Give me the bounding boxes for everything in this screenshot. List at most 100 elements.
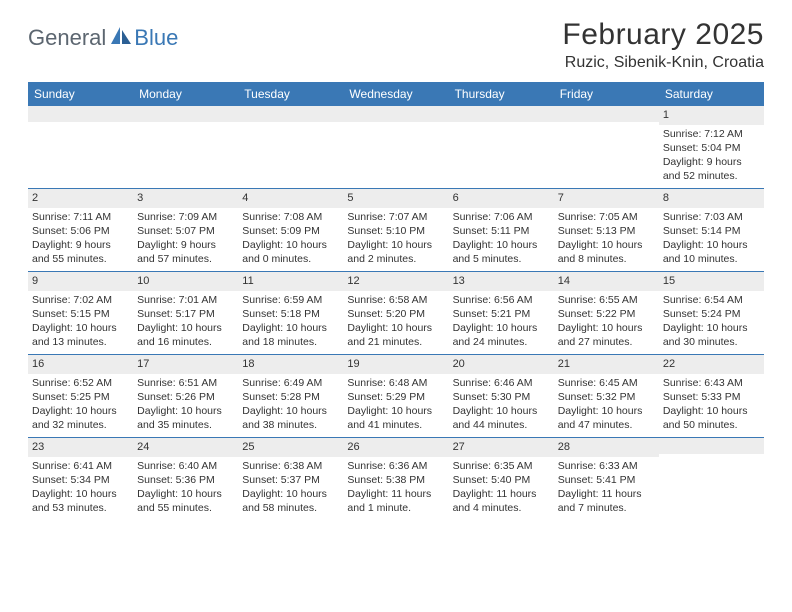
- sunrise-text: Sunrise: 7:11 AM: [32, 210, 129, 224]
- day-cell: 27Sunrise: 6:35 AMSunset: 5:40 PMDayligh…: [449, 438, 554, 520]
- day-cell: [28, 106, 133, 188]
- sunrise-text: Sunrise: 6:48 AM: [347, 376, 444, 390]
- day-number: 13: [449, 272, 554, 291]
- sunset-text: Sunset: 5:20 PM: [347, 307, 444, 321]
- day-cell: 22Sunrise: 6:43 AMSunset: 5:33 PMDayligh…: [659, 355, 764, 437]
- sunrise-text: Sunrise: 7:05 AM: [558, 210, 655, 224]
- day-details: [238, 122, 343, 128]
- brand-logo: General Blue: [28, 24, 178, 51]
- daylight-text: Daylight: 10 hours and 32 minutes.: [32, 404, 129, 432]
- weeks-container: 1Sunrise: 7:12 AMSunset: 5:04 PMDaylight…: [28, 105, 764, 520]
- weekday-header: Wednesday: [343, 83, 448, 105]
- daylight-text: Daylight: 10 hours and 35 minutes.: [137, 404, 234, 432]
- day-details: Sunrise: 7:08 AMSunset: 5:09 PMDaylight:…: [238, 208, 343, 271]
- daylight-text: Daylight: 10 hours and 27 minutes.: [558, 321, 655, 349]
- day-cell: 26Sunrise: 6:36 AMSunset: 5:38 PMDayligh…: [343, 438, 448, 520]
- day-cell: 2Sunrise: 7:11 AMSunset: 5:06 PMDaylight…: [28, 189, 133, 271]
- day-number: 9: [28, 272, 133, 291]
- sunset-text: Sunset: 5:13 PM: [558, 224, 655, 238]
- day-cell: [133, 106, 238, 188]
- day-number: [554, 106, 659, 122]
- day-number: [659, 438, 764, 454]
- calendar-grid: Sunday Monday Tuesday Wednesday Thursday…: [28, 82, 764, 520]
- day-details: Sunrise: 7:11 AMSunset: 5:06 PMDaylight:…: [28, 208, 133, 271]
- day-cell: [449, 106, 554, 188]
- sunrise-text: Sunrise: 6:40 AM: [137, 459, 234, 473]
- sunrise-text: Sunrise: 6:43 AM: [663, 376, 760, 390]
- day-details: [449, 122, 554, 128]
- day-cell: 8Sunrise: 7:03 AMSunset: 5:14 PMDaylight…: [659, 189, 764, 271]
- day-cell: 21Sunrise: 6:45 AMSunset: 5:32 PMDayligh…: [554, 355, 659, 437]
- sunrise-text: Sunrise: 7:01 AM: [137, 293, 234, 307]
- month-title: February 2025: [562, 18, 764, 52]
- day-cell: [343, 106, 448, 188]
- daylight-text: Daylight: 10 hours and 5 minutes.: [453, 238, 550, 266]
- daylight-text: Daylight: 10 hours and 44 minutes.: [453, 404, 550, 432]
- day-details: Sunrise: 6:45 AMSunset: 5:32 PMDaylight:…: [554, 374, 659, 437]
- week-row: 1Sunrise: 7:12 AMSunset: 5:04 PMDaylight…: [28, 105, 764, 188]
- day-cell: 24Sunrise: 6:40 AMSunset: 5:36 PMDayligh…: [133, 438, 238, 520]
- day-details: Sunrise: 6:55 AMSunset: 5:22 PMDaylight:…: [554, 291, 659, 354]
- day-cell: 7Sunrise: 7:05 AMSunset: 5:13 PMDaylight…: [554, 189, 659, 271]
- day-number: 17: [133, 355, 238, 374]
- sunset-text: Sunset: 5:34 PM: [32, 473, 129, 487]
- day-cell: 16Sunrise: 6:52 AMSunset: 5:25 PMDayligh…: [28, 355, 133, 437]
- day-cell: 17Sunrise: 6:51 AMSunset: 5:26 PMDayligh…: [133, 355, 238, 437]
- sunrise-text: Sunrise: 7:08 AM: [242, 210, 339, 224]
- day-number: 22: [659, 355, 764, 374]
- day-details: [133, 122, 238, 128]
- day-details: [343, 122, 448, 128]
- daylight-text: Daylight: 10 hours and 16 minutes.: [137, 321, 234, 349]
- day-cell: 13Sunrise: 6:56 AMSunset: 5:21 PMDayligh…: [449, 272, 554, 354]
- day-number: 4: [238, 189, 343, 208]
- day-cell: 18Sunrise: 6:49 AMSunset: 5:28 PMDayligh…: [238, 355, 343, 437]
- sunrise-text: Sunrise: 6:51 AM: [137, 376, 234, 390]
- sunrise-text: Sunrise: 6:59 AM: [242, 293, 339, 307]
- day-number: 27: [449, 438, 554, 457]
- day-details: Sunrise: 6:56 AMSunset: 5:21 PMDaylight:…: [449, 291, 554, 354]
- day-number: [28, 106, 133, 122]
- sunset-text: Sunset: 5:30 PM: [453, 390, 550, 404]
- daylight-text: Daylight: 10 hours and 10 minutes.: [663, 238, 760, 266]
- day-cell: 12Sunrise: 6:58 AMSunset: 5:20 PMDayligh…: [343, 272, 448, 354]
- daylight-text: Daylight: 11 hours and 4 minutes.: [453, 487, 550, 515]
- day-details: Sunrise: 6:46 AMSunset: 5:30 PMDaylight:…: [449, 374, 554, 437]
- daylight-text: Daylight: 10 hours and 2 minutes.: [347, 238, 444, 266]
- weekday-header: Monday: [133, 83, 238, 105]
- sunset-text: Sunset: 5:28 PM: [242, 390, 339, 404]
- day-number: [133, 106, 238, 122]
- brand-name-1: General: [28, 25, 106, 51]
- daylight-text: Daylight: 10 hours and 38 minutes.: [242, 404, 339, 432]
- sunrise-text: Sunrise: 6:36 AM: [347, 459, 444, 473]
- sunset-text: Sunset: 5:37 PM: [242, 473, 339, 487]
- day-details: Sunrise: 6:33 AMSunset: 5:41 PMDaylight:…: [554, 457, 659, 520]
- day-cell: 6Sunrise: 7:06 AMSunset: 5:11 PMDaylight…: [449, 189, 554, 271]
- sunset-text: Sunset: 5:14 PM: [663, 224, 760, 238]
- brand-name-2: Blue: [134, 25, 178, 51]
- day-number: 10: [133, 272, 238, 291]
- sunset-text: Sunset: 5:04 PM: [663, 141, 760, 155]
- day-details: Sunrise: 7:02 AMSunset: 5:15 PMDaylight:…: [28, 291, 133, 354]
- daylight-text: Daylight: 10 hours and 24 minutes.: [453, 321, 550, 349]
- sunrise-text: Sunrise: 7:12 AM: [663, 127, 760, 141]
- sunrise-text: Sunrise: 6:49 AM: [242, 376, 339, 390]
- sunrise-text: Sunrise: 7:02 AM: [32, 293, 129, 307]
- week-row: 23Sunrise: 6:41 AMSunset: 5:34 PMDayligh…: [28, 437, 764, 520]
- week-row: 16Sunrise: 6:52 AMSunset: 5:25 PMDayligh…: [28, 354, 764, 437]
- sunset-text: Sunset: 5:15 PM: [32, 307, 129, 321]
- day-number: 11: [238, 272, 343, 291]
- day-details: Sunrise: 6:40 AMSunset: 5:36 PMDaylight:…: [133, 457, 238, 520]
- day-cell: 14Sunrise: 6:55 AMSunset: 5:22 PMDayligh…: [554, 272, 659, 354]
- sunrise-text: Sunrise: 6:46 AM: [453, 376, 550, 390]
- day-details: Sunrise: 6:58 AMSunset: 5:20 PMDaylight:…: [343, 291, 448, 354]
- day-details: Sunrise: 6:35 AMSunset: 5:40 PMDaylight:…: [449, 457, 554, 520]
- day-details: Sunrise: 7:03 AMSunset: 5:14 PMDaylight:…: [659, 208, 764, 271]
- day-number: 28: [554, 438, 659, 457]
- day-number: 21: [554, 355, 659, 374]
- sunrise-text: Sunrise: 6:35 AM: [453, 459, 550, 473]
- day-cell: 10Sunrise: 7:01 AMSunset: 5:17 PMDayligh…: [133, 272, 238, 354]
- day-details: Sunrise: 6:43 AMSunset: 5:33 PMDaylight:…: [659, 374, 764, 437]
- day-number: 2: [28, 189, 133, 208]
- day-number: 20: [449, 355, 554, 374]
- day-details: [554, 122, 659, 128]
